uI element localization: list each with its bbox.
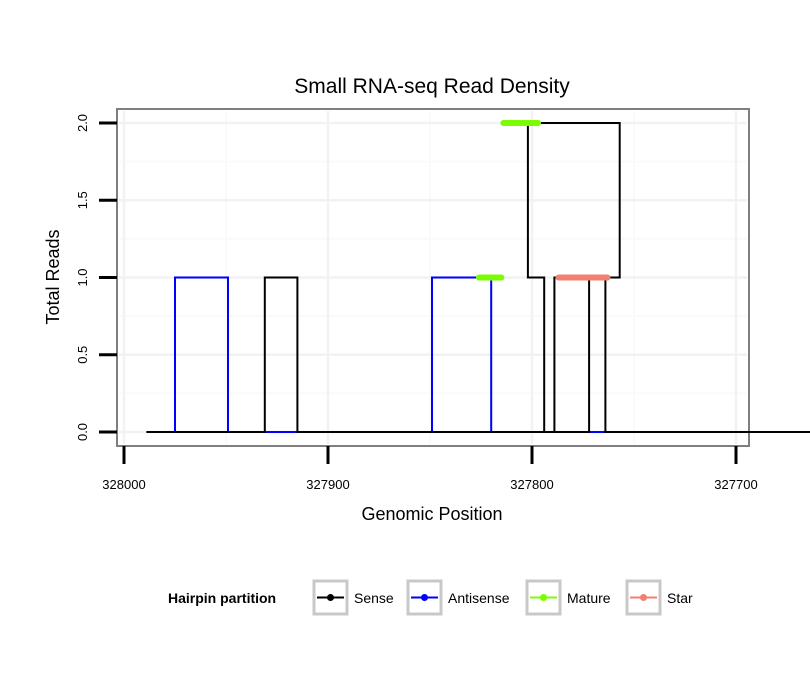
y-tick-label: 0.0	[75, 423, 90, 441]
legend: Hairpin partition Sense Antisense Mature St…	[168, 579, 693, 616]
legend-label-antisense: Antisense	[448, 590, 510, 606]
legend-point-antisense	[421, 594, 428, 601]
legend-label-mature: Mature	[567, 590, 611, 606]
axes: 0.0 0.5 1.0 1.5 2.0 328000 327900 327800 327700	[75, 114, 758, 492]
chart-title: Small RNA-seq Read Density	[294, 75, 570, 98]
legend-title: Hairpin partition	[168, 590, 276, 606]
y-tick-label: 1.0	[75, 268, 90, 286]
x-tick-label: 328000	[102, 477, 145, 492]
legend-point-sense	[327, 594, 334, 601]
x-tick-label: 327800	[510, 477, 553, 492]
legend-label-star: Star	[667, 590, 693, 606]
y-axis-title: Total Reads	[43, 229, 63, 324]
x-tick-label: 327900	[306, 477, 349, 492]
x-axis-title: Genomic Position	[361, 504, 502, 524]
legend-point-star	[640, 594, 647, 601]
legend-point-mature	[540, 594, 547, 601]
y-tick-label: 2.0	[75, 114, 90, 132]
x-tick-label: 327700	[714, 477, 757, 492]
y-tick-label: 1.5	[75, 191, 90, 209]
y-tick-label: 0.5	[75, 346, 90, 364]
legend-label-sense: Sense	[354, 590, 394, 606]
data-lines	[146, 120, 810, 433]
